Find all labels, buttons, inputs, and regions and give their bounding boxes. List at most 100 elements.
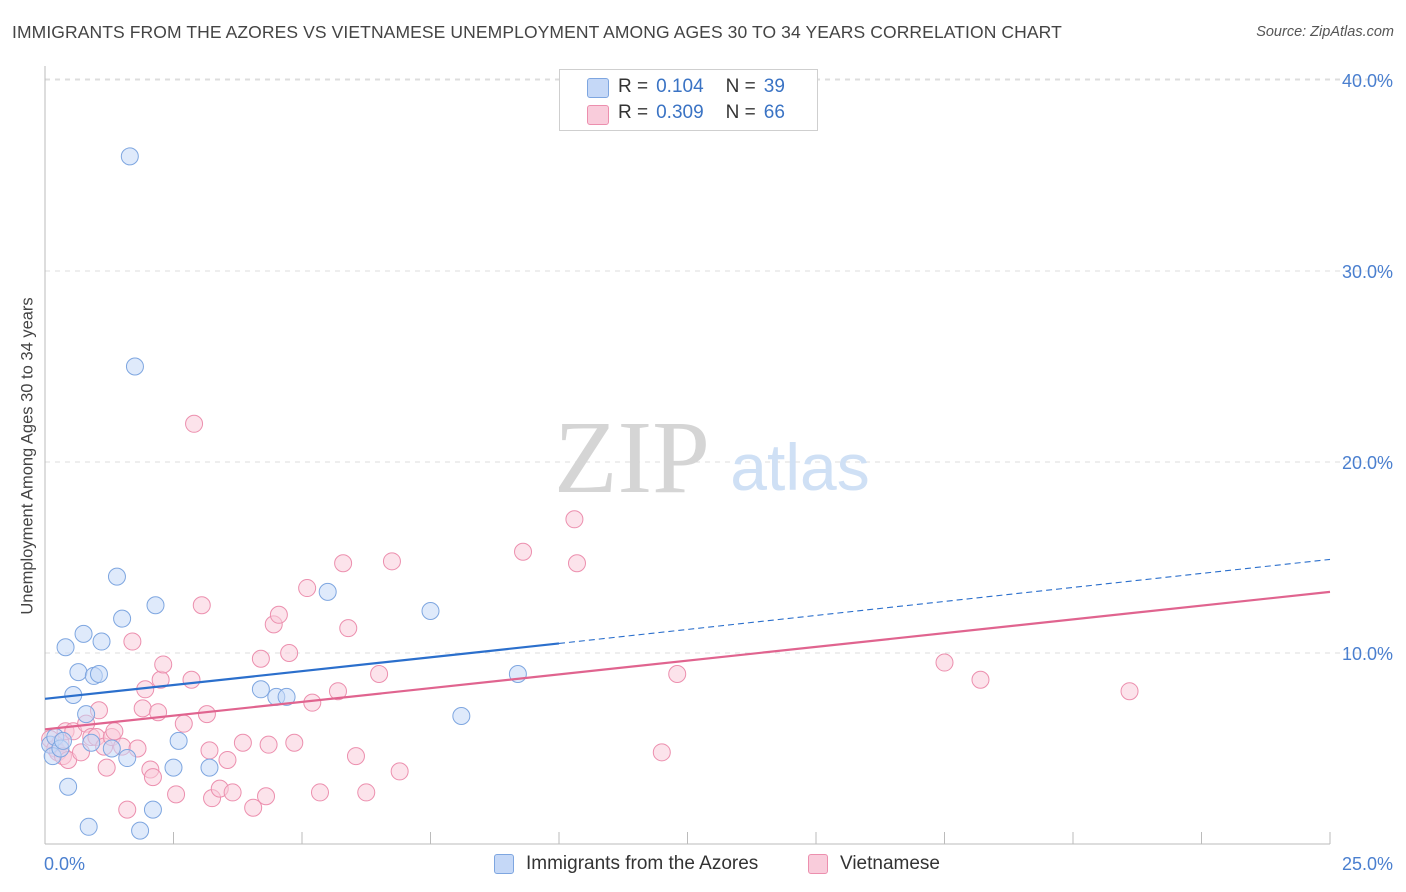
vietnamese-point — [192, 596, 211, 615]
vietnamese-point — [652, 743, 671, 762]
vietnamese-point — [668, 665, 687, 684]
bottom-legend-swatch-vietnamese — [808, 854, 828, 874]
vietnamese-point — [185, 414, 204, 433]
vietnamese-point — [118, 800, 137, 819]
vietnamese-point — [105, 722, 124, 741]
azores-point — [79, 817, 98, 836]
vietnamese-point — [251, 649, 270, 668]
vietnamese-point — [182, 670, 201, 689]
vietnamese-point — [285, 733, 304, 752]
vietnamese-point — [259, 735, 278, 754]
vietnamese-point — [382, 552, 401, 571]
azores-point — [169, 731, 188, 750]
y-tick-label: 10.0% — [1342, 644, 1393, 664]
legend-r-value-vietnamese: 0.309 — [656, 102, 704, 123]
azores-point — [146, 596, 165, 615]
legend-row-vietnamese: R = 0.309 N = 66 — [618, 101, 785, 125]
vietnamese-point — [174, 714, 193, 733]
vietnamese-point — [257, 787, 276, 806]
y-tick-label: 20.0% — [1342, 453, 1393, 473]
azores-point — [59, 777, 78, 796]
vietnamese-point — [200, 741, 219, 760]
legend-n-value-azores: 39 — [763, 76, 785, 97]
vietnamese-point — [143, 768, 162, 787]
azores-point — [277, 687, 296, 706]
legend-r-value-azores: 0.104 — [656, 76, 704, 97]
vietnamese-point — [567, 554, 586, 573]
azores-point — [102, 739, 121, 758]
vietnamese-point — [280, 644, 299, 662]
y-tick-label: 40.0% — [1342, 71, 1393, 91]
tick-labels: 10.0% 20.0% 30.0% 40.0% 0.0% 25.0% — [44, 71, 1393, 874]
trend-lines — [44, 558, 1331, 731]
bottom-legend-label-vietnamese: Vietnamese — [840, 853, 940, 874]
vietnamese-point — [310, 783, 329, 802]
vietnamese-point — [514, 542, 533, 561]
vietnamese-point — [154, 655, 173, 674]
azores-point — [421, 601, 440, 620]
azores-point — [113, 609, 132, 628]
azores-point — [200, 758, 219, 777]
azores-point — [118, 749, 137, 768]
vietnamese-point — [218, 750, 237, 769]
bottom-legend-vietnamese: Vietnamese — [808, 852, 940, 876]
y-axis-label: Unemployment Among Ages 30 to 34 years — [18, 297, 37, 615]
vietnamese-point — [334, 554, 353, 573]
azores-point — [92, 632, 111, 651]
vietnamese-point — [123, 632, 142, 651]
vietnamese-point — [1120, 682, 1139, 701]
watermark-zip: ZIP — [554, 400, 710, 515]
bottom-legend-azores: Immigrants from the Azores — [494, 852, 758, 876]
axes — [44, 66, 1331, 845]
azores-point — [69, 663, 88, 682]
azores-point — [120, 147, 139, 166]
legend-row-azores: R = 0.104 N = 39 — [618, 75, 785, 99]
vietnamese-point — [223, 783, 242, 802]
legend-n-value-vietnamese: 66 — [763, 102, 785, 123]
azores-point — [125, 357, 144, 376]
vietnamese-point — [244, 798, 263, 817]
legend-swatch-azores — [587, 78, 609, 98]
vietnamese-point — [935, 653, 954, 672]
azores-point — [74, 624, 93, 643]
vietnamese-point — [339, 619, 358, 638]
azores-trend-line-extension — [558, 558, 1331, 644]
chart-title: IMMIGRANTS FROM THE AZORES VS VIETNAMESE… — [12, 22, 1062, 42]
azores-point — [131, 821, 150, 840]
legend-swatch-vietnamese — [587, 105, 609, 125]
x-tick-label-max: 25.0% — [1342, 854, 1393, 874]
azores-point — [164, 758, 183, 777]
bottom-legend-label-azores: Immigrants from the Azores — [526, 853, 759, 874]
vietnamese-point — [167, 785, 186, 804]
azores-point — [318, 582, 337, 601]
vietnamese-trend-line — [44, 590, 1331, 731]
legend-n-label: N = — [725, 76, 756, 97]
vietnamese-point — [303, 693, 322, 712]
vietnamese-point — [269, 605, 288, 624]
azores-point — [77, 705, 96, 724]
watermark-atlas: atlas — [730, 430, 869, 504]
vietnamese-point — [233, 733, 252, 752]
vietnamese-point — [370, 665, 389, 684]
vietnamese-point — [328, 682, 347, 701]
azores-point — [143, 800, 162, 819]
azores-point — [452, 707, 471, 726]
vietnamese-point — [97, 758, 116, 777]
azores-point — [53, 731, 72, 750]
legend: R = 0.104 N = 39 R = 0.309 N = 66 — [559, 69, 818, 131]
azores-points — [41, 147, 527, 840]
grid-lines — [45, 78, 1392, 654]
bottom-legend-swatch-azores — [494, 854, 514, 874]
vietnamese-point — [971, 670, 990, 689]
y-tick-label: 30.0% — [1342, 262, 1393, 282]
azores-point — [107, 567, 126, 586]
azores-trend-line — [44, 642, 560, 700]
legend-n-label: N = — [725, 102, 756, 123]
vietnamese-point — [298, 579, 317, 598]
azores-point — [56, 638, 75, 657]
vietnamese-point — [565, 510, 584, 529]
source-label: Source: ZipAtlas.com — [1256, 24, 1394, 40]
x-tick-label-min: 0.0% — [44, 854, 85, 874]
vietnamese-point — [346, 747, 365, 766]
